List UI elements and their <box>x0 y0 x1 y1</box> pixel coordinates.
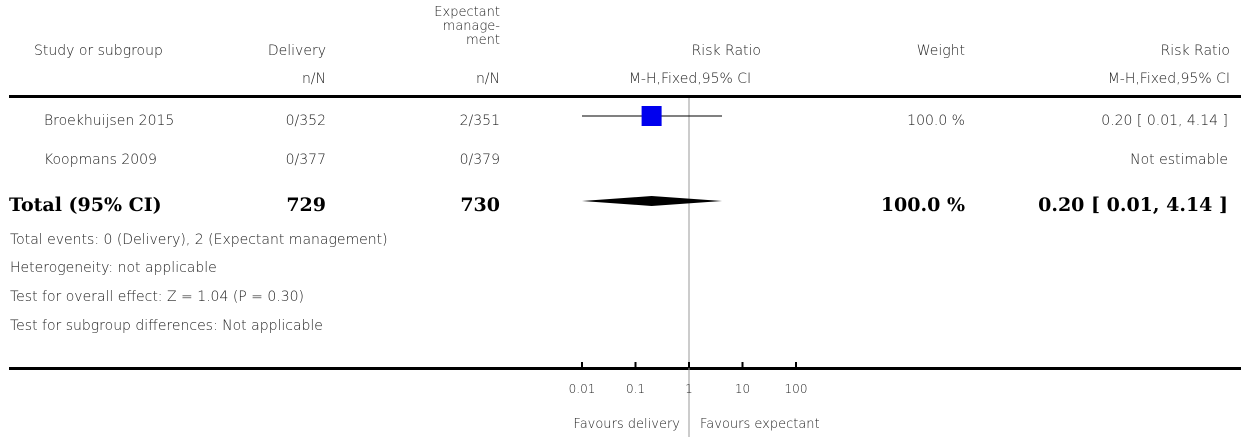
axis-tick-label-4: 100 <box>785 382 808 396</box>
row-weight-1: 100.0 % <box>907 113 965 129</box>
subheader-risk-ratio: M-H,Fixed,95% CI <box>628 71 752 87</box>
header-weight: Weight <box>916 43 965 59</box>
total-weight: 100.0 % <box>880 194 965 216</box>
axis-tick-label-1: 0.1 <box>626 382 645 396</box>
favours-left-label: Favours delivery <box>573 417 680 432</box>
header-divider <box>9 95 1241 98</box>
row-rr-2: Not estimable <box>1130 152 1228 168</box>
total-delivery: 729 <box>286 194 326 216</box>
total-rr: 0.20 [ 0.01, 4.14 ] <box>1038 194 1228 216</box>
subheader-risk-ratio-2: M-H,Fixed,95% CI <box>1107 71 1230 87</box>
row-delivery-1: 0/352 <box>285 113 326 129</box>
row-delivery-2: 0/377 <box>285 152 326 168</box>
footnote-subgroup: Test for subgroup differences: Not appli… <box>10 318 323 334</box>
axis-tick-label-3: 10 <box>735 382 750 396</box>
pooled-diamond <box>582 196 723 206</box>
header-delivery: Delivery <box>267 43 326 59</box>
footnote-overall: Test for overall effect: Z = 1.04 (P = 0… <box>10 289 304 305</box>
bottom-divider <box>9 367 1241 370</box>
subheader-expectant: n/N <box>475 71 500 87</box>
subheader-delivery: n/N <box>301 71 326 87</box>
favours-right-label: Favours expectant <box>700 417 820 432</box>
axis-tick-label-0: 0.01 <box>569 382 596 396</box>
header-expectant-3: ment <box>466 33 500 48</box>
header-expectant-1: Expectant <box>434 5 500 20</box>
footnote-events: Total events: 0 (Delivery), 2 (Expectant… <box>10 232 388 248</box>
row-expectant-1: 2/351 <box>459 113 500 129</box>
total-expectant: 730 <box>460 194 500 216</box>
row-rr-1: 0.20 [ 0.01, 4.14 ] <box>1101 113 1228 129</box>
row-study-1: Broekhuijsen 2015 <box>44 113 175 129</box>
study-point-0 <box>641 106 662 126</box>
footnote-heterogeneity: Heterogeneity: not applicable <box>10 260 217 276</box>
axis-tick-label-2: 1 <box>685 382 693 396</box>
header-study: Study or subgroup <box>34 43 163 59</box>
header-risk-ratio: Risk Ratio <box>691 43 761 59</box>
header-risk-ratio-2: Risk Ratio <box>1160 43 1230 59</box>
total-label: Total (95% CI) <box>9 194 162 216</box>
row-expectant-2: 0/379 <box>459 152 500 168</box>
row-study-2: Koopmans 2009 <box>44 152 157 168</box>
header-expectant-2: manage- <box>442 19 500 34</box>
